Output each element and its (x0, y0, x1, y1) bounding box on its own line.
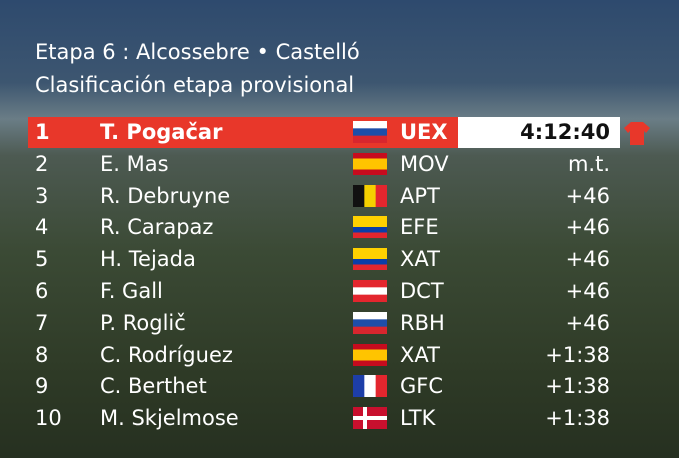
flag (353, 407, 387, 430)
flag (353, 311, 387, 334)
time-gap: +1:38 (545, 374, 610, 399)
time-gap: +1:38 (545, 406, 610, 431)
rider-name: M. Skjelmose (100, 406, 239, 431)
leader-bar (28, 117, 458, 148)
rider-name: C. Berthet (100, 374, 207, 399)
rider-name: F. Gall (100, 279, 163, 303)
position: 4 (35, 215, 49, 240)
position: 9 (35, 374, 49, 399)
rider-name: R. Debruyne (100, 183, 231, 208)
time-gap: +46 (565, 247, 610, 272)
time-gap: +46 (565, 215, 610, 240)
team-code: EFE (400, 215, 439, 240)
team-code: XAT (400, 247, 440, 272)
flag (353, 375, 387, 398)
team-code: RBH (400, 310, 445, 335)
team-code: UEX (400, 120, 448, 144)
rider-name: P. Roglič (100, 310, 186, 335)
position: 2 (35, 151, 49, 176)
flag (353, 121, 387, 143)
flag (353, 216, 387, 239)
position: 1 (35, 120, 50, 144)
position: 8 (35, 342, 49, 367)
time-gap: +46 (565, 279, 610, 303)
leader-jersey (624, 122, 650, 145)
flag (353, 152, 387, 175)
rider-name: C. Rodríguez (100, 342, 233, 367)
position: 3 (35, 183, 49, 208)
rider-name: H. Tejada (100, 247, 196, 272)
rider-name: R. Carapaz (100, 215, 214, 240)
position: 6 (35, 279, 49, 303)
flag (353, 280, 387, 302)
team-code: MOV (400, 151, 449, 176)
flag (353, 248, 387, 271)
classification-title: Clasificación etapa provisional (35, 73, 355, 97)
team-code: GFC (400, 374, 444, 399)
time-gap: +46 (565, 310, 610, 335)
stage-title: Etapa 6 : Alcossebre • Castelló (35, 40, 360, 64)
rider-name: T. Pogačar (100, 120, 223, 144)
position: 5 (35, 247, 49, 272)
team-code: APT (400, 183, 440, 208)
team-code: LTK (400, 406, 436, 431)
flag (353, 184, 387, 207)
time-gap: +46 (565, 183, 610, 208)
flag (353, 343, 387, 366)
time-gap: m.t. (567, 151, 610, 176)
rider-name: E. Mas (100, 151, 169, 176)
team-code: XAT (400, 342, 440, 367)
position: 10 (35, 406, 62, 431)
time-gap: +1:38 (545, 342, 610, 367)
leader-time-box (458, 117, 620, 148)
position: 7 (35, 310, 49, 335)
team-code: DCT (400, 279, 444, 303)
time-gap: 4:12:40 (520, 120, 610, 144)
